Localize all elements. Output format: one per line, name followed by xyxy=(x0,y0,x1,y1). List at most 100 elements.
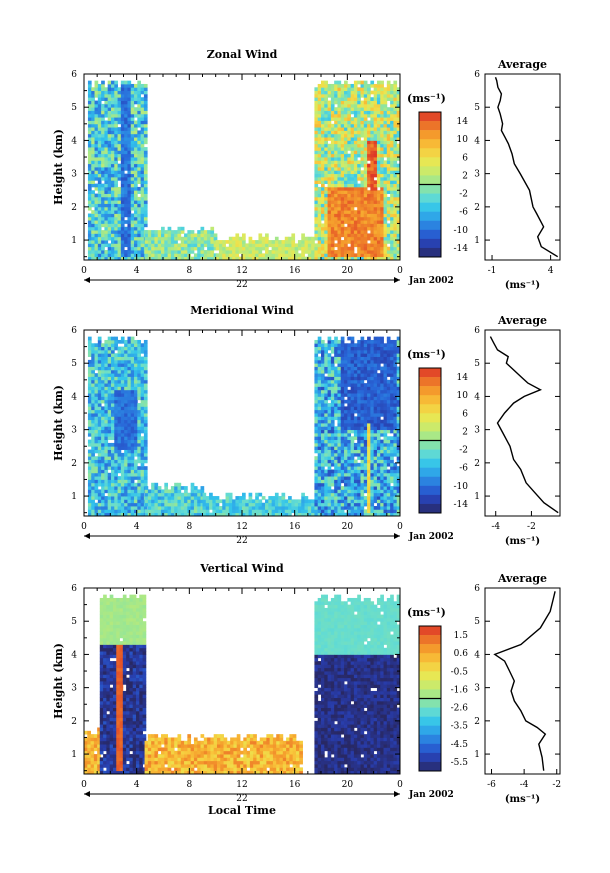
heatmap-cell xyxy=(311,253,315,258)
heatmap-cell xyxy=(107,190,112,194)
heatmap-cell xyxy=(107,386,112,391)
heatmap-cell xyxy=(327,386,332,391)
heatmap-cell xyxy=(143,363,148,367)
heatmap-cell xyxy=(87,256,92,261)
heatmap-cell xyxy=(334,346,338,351)
heatmap-cell xyxy=(114,90,118,95)
heatmap-cell xyxy=(110,133,115,138)
heatmap-cell xyxy=(340,373,345,377)
heatmap-cell xyxy=(347,123,352,128)
heatmap-cell xyxy=(314,117,319,121)
heatmap-cell xyxy=(337,140,342,145)
heatmap-cell xyxy=(232,236,236,241)
heatmap-cell xyxy=(363,393,368,397)
heatmap-cell xyxy=(180,246,185,251)
heatmap-cell xyxy=(197,499,201,504)
heatmap-cell xyxy=(317,486,322,490)
heatmap-cell xyxy=(383,220,388,224)
heatmap-cell xyxy=(143,429,148,434)
heatmap-cell xyxy=(340,413,345,417)
heatmap-cell xyxy=(130,353,135,357)
heatmap-cell xyxy=(91,469,95,474)
heatmap-cell xyxy=(222,512,226,517)
heatmap-cell xyxy=(393,246,398,251)
heatmap-cell xyxy=(104,200,109,204)
heatmap-cell xyxy=(317,240,322,244)
heatmap-cell xyxy=(124,107,128,111)
heatmap-cell xyxy=(203,243,208,248)
heatmap-cell xyxy=(94,153,99,158)
heatmap-cell xyxy=(193,506,198,510)
heatmap-cell xyxy=(367,502,371,507)
heatmap-cell xyxy=(124,250,128,254)
heatmap-cell xyxy=(140,90,145,95)
heatmap-cell xyxy=(373,203,378,208)
heatmap-cell xyxy=(340,496,345,500)
heatmap-cell xyxy=(340,456,345,460)
heatmap-cell xyxy=(324,223,328,228)
heatmap-cell xyxy=(330,103,335,108)
heatmap-cell xyxy=(104,250,109,254)
heatmap-cell xyxy=(344,496,348,500)
heatmap-cell xyxy=(390,256,394,261)
heatmap-cell xyxy=(383,240,388,244)
heatmap-cell xyxy=(120,502,125,507)
heatmap-cell xyxy=(324,243,328,248)
heatmap-cell xyxy=(87,107,92,111)
heatmap-cell xyxy=(91,406,95,411)
heatmap-cell xyxy=(353,369,358,374)
heatmap-cell xyxy=(91,496,95,500)
heatmap-cell xyxy=(197,509,201,514)
heatmap-cell xyxy=(87,353,92,357)
heatmap-cell xyxy=(137,466,142,470)
heatmap-cell xyxy=(114,396,118,401)
heatmap-cell xyxy=(357,486,361,490)
heatmap-cell xyxy=(337,200,342,204)
heatmap-cell xyxy=(107,193,112,198)
heatmap-cell xyxy=(317,230,322,234)
heatmap-cell xyxy=(144,253,149,258)
heatmap-cell xyxy=(393,137,398,141)
heatmap-cell xyxy=(330,233,335,238)
heatmap-cell xyxy=(184,502,188,507)
heatmap-cell xyxy=(334,223,338,228)
heatmap-cell xyxy=(357,210,361,214)
heatmap-cell xyxy=(376,176,381,181)
heatmap-cell xyxy=(357,220,361,224)
heatmap-cell xyxy=(91,492,95,497)
heatmap-cell xyxy=(321,469,325,474)
heatmap-cell xyxy=(101,173,105,178)
heatmap-cell xyxy=(324,210,328,214)
heatmap-cell xyxy=(350,140,355,145)
heatmap-cell xyxy=(396,110,401,115)
heatmap-cell xyxy=(396,117,401,121)
heatmap-cell xyxy=(288,509,292,514)
heatmap-cell xyxy=(177,492,182,497)
heatmap-cell xyxy=(357,469,361,474)
heatmap-cell xyxy=(370,173,375,178)
heatmap-cell xyxy=(91,416,95,421)
heatmap-cell xyxy=(383,153,388,158)
heatmap-cell xyxy=(137,110,142,115)
heatmap-cell xyxy=(207,243,211,248)
heatmap-cell xyxy=(314,210,319,214)
heatmap-cell xyxy=(117,492,122,497)
heatmap-cell xyxy=(124,80,128,85)
heatmap-cell xyxy=(143,110,148,115)
heatmap-cell xyxy=(350,120,355,125)
heatmap-cell xyxy=(91,449,95,454)
heatmap-cell xyxy=(367,409,371,414)
heatmap-cell xyxy=(110,170,115,175)
heatmap-cell xyxy=(130,373,135,377)
heatmap-cell xyxy=(114,173,118,178)
heatmap-cell xyxy=(344,452,348,457)
heatmap-cell xyxy=(347,432,352,437)
heatmap-cell xyxy=(193,512,198,517)
heatmap-cell xyxy=(114,137,118,141)
heatmap-cell xyxy=(307,246,312,251)
heatmap-cell xyxy=(317,376,322,381)
heatmap-cell xyxy=(91,389,95,394)
heatmap-cell xyxy=(350,349,355,354)
heatmap-cell xyxy=(225,240,230,244)
heatmap-cell xyxy=(120,127,125,131)
